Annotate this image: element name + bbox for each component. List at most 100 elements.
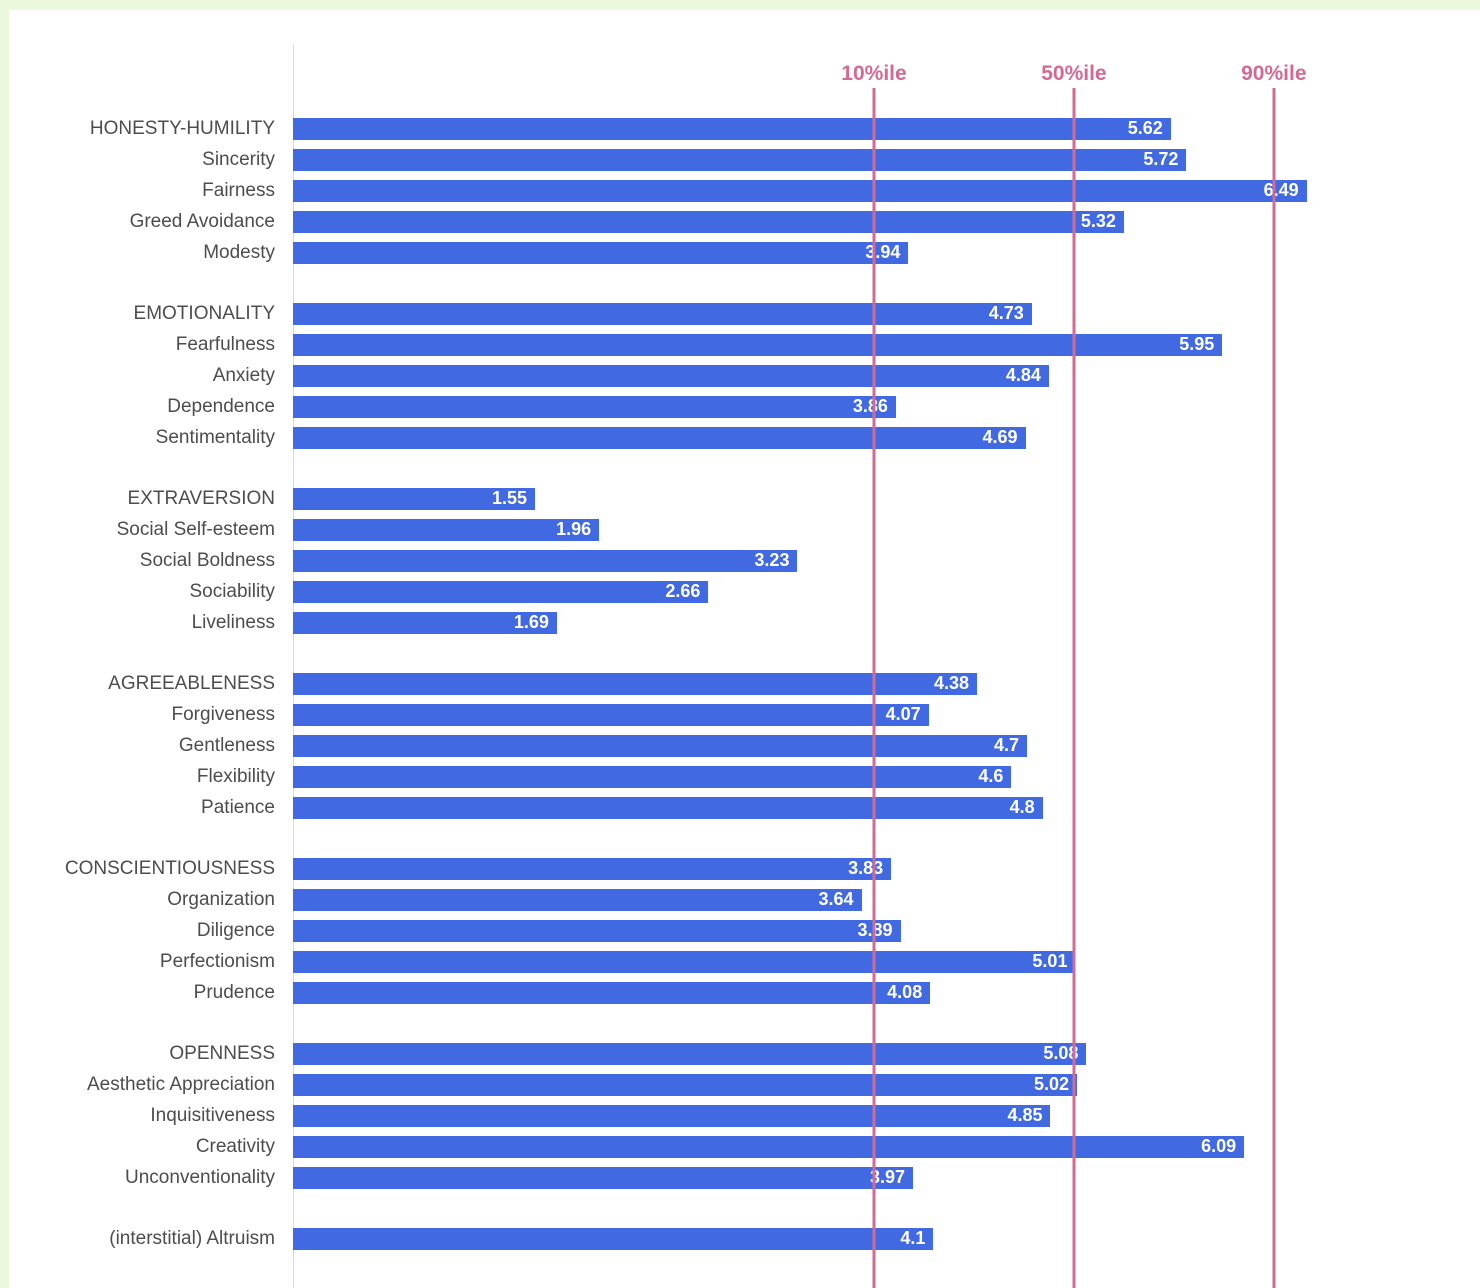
value-bar: 4.7 <box>293 734 1028 757</box>
chart-row: Dependence 3.86 <box>0 391 1480 422</box>
facet-label: CONSCIENTIOUSNESS <box>64 857 275 879</box>
bar-value-label: 3.23 <box>754 550 790 570</box>
bar-area: 3.64 <box>293 888 1480 911</box>
trait-label: Flexibility <box>196 765 275 787</box>
trait-group: EXTRAVERSION 1.55 Social Self-esteem 1.96 So… <box>0 483 1480 638</box>
facet-label: OPENNESS <box>169 1042 275 1064</box>
bar-value-label: 4.6 <box>978 766 1004 786</box>
trait-label: Inquisitiveness <box>150 1104 275 1126</box>
bar-area: 3.23 <box>293 549 1480 572</box>
bar-value-label: 6.49 <box>1263 180 1299 200</box>
bar-area: 6.09 <box>293 1135 1480 1158</box>
bar-value-label: 3.86 <box>852 396 888 416</box>
bar-value-label: 4.84 <box>1005 365 1041 385</box>
bar-area: 5.32 <box>293 210 1480 233</box>
value-bar: 4.8 <box>293 796 1043 819</box>
bar-value-label: 3.83 <box>848 858 884 878</box>
trait-group: EMOTIONALITY 4.73 Fearfulness 5.95 Anxiety 4.… <box>0 298 1480 453</box>
value-bar: 5.72 <box>293 148 1187 171</box>
value-bar: 1.55 <box>293 487 536 510</box>
trait-group: HONESTY-HUMILITY 5.62 Sincerity 5.72 Fairnes… <box>0 113 1480 268</box>
percentile-label: 10%ile <box>841 62 907 85</box>
trait-label: Sincerity <box>202 148 275 170</box>
value-bar: 4.07 <box>293 703 929 726</box>
value-bar: 5.62 <box>293 117 1171 140</box>
trait-label: Fearfulness <box>175 333 275 355</box>
bar-area: 4.73 <box>293 302 1480 325</box>
bar-area: 6.49 <box>293 179 1480 202</box>
bar-area: 4.6 <box>293 765 1480 788</box>
bar-value-label: 5.02 <box>1033 1074 1070 1094</box>
bar-area: 1.96 <box>293 518 1480 541</box>
chart-row: HONESTY-HUMILITY 5.62 <box>0 113 1480 144</box>
bar-value-label: 5.62 <box>1127 118 1163 138</box>
chart-row: Sociability 2.66 <box>0 576 1480 607</box>
value-bar: 5.01 <box>293 950 1076 973</box>
value-bar: 4.6 <box>293 765 1012 788</box>
bar-value-label: 5.32 <box>1080 211 1116 231</box>
bar-value-label: 3.64 <box>818 889 854 909</box>
chart-row: OPENNESS 5.08 <box>0 1038 1480 1069</box>
y-axis-line <box>293 45 294 1288</box>
bar-area: 4.1 <box>293 1227 1480 1250</box>
value-bar: 5.95 <box>293 333 1223 356</box>
chart-row: Aesthetic Appreciation 5.02 <box>0 1069 1480 1100</box>
bar-area: 5.95 <box>293 333 1480 356</box>
bar-value-label: 4.73 <box>988 303 1024 323</box>
value-bar: 1.69 <box>293 611 557 634</box>
bar-area: 4.85 <box>293 1104 1480 1127</box>
bar-value-label: 1.69 <box>513 612 549 632</box>
value-bar: 4.85 <box>293 1104 1051 1127</box>
percentile-label: 90%ile <box>1241 62 1307 85</box>
bar-value-label: 1.55 <box>492 488 528 508</box>
value-bar: 1.96 <box>293 518 600 541</box>
bar-value-label: 3.89 <box>857 920 893 940</box>
value-bar: 4.73 <box>293 302 1032 325</box>
bar-area: 1.55 <box>293 487 1480 510</box>
chart-rows: HONESTY-HUMILITY 5.62 Sincerity 5.72 Fairnes… <box>0 113 1480 1284</box>
chart-row: Flexibility 4.6 <box>0 761 1480 792</box>
chart-row: Anxiety 4.84 <box>0 360 1480 391</box>
chart-row: Sincerity 5.72 <box>0 144 1480 175</box>
bar-area: 1.69 <box>293 611 1480 634</box>
facet-label: EMOTIONALITY <box>133 302 275 324</box>
bar-value-label: 4.8 <box>1009 797 1035 817</box>
chart-row: Diligence 3.89 <box>0 915 1480 946</box>
value-bar: 6.09 <box>293 1135 1245 1158</box>
chart-row: Organization 3.64 <box>0 884 1480 915</box>
value-bar: 6.49 <box>293 179 1307 202</box>
trait-label: Unconventionality <box>125 1166 275 1188</box>
chart-row: AGREEABLENESS 4.38 <box>0 668 1480 699</box>
chart-row: Sentimentality 4.69 <box>0 422 1480 453</box>
trait-label: Social Boldness <box>139 549 275 571</box>
trait-label: Forgiveness <box>171 703 276 725</box>
chart-row: EXTRAVERSION 1.55 <box>0 483 1480 514</box>
bar-area: 3.94 <box>293 241 1480 264</box>
bar-area: 5.01 <box>293 950 1480 973</box>
bar-value-label: 4.85 <box>1007 1105 1043 1125</box>
value-bar: 4.38 <box>293 672 978 695</box>
chart-row: Liveliness 1.69 <box>0 607 1480 638</box>
chart-row: Social Self-esteem 1.96 <box>0 514 1480 545</box>
chart-row: Fearfulness 5.95 <box>0 329 1480 360</box>
value-bar: 3.83 <box>293 857 892 880</box>
trait-label: Prudence <box>193 981 275 1003</box>
value-bar: 3.94 <box>293 241 909 264</box>
trait-label: Patience <box>201 796 275 818</box>
bar-area: 5.02 <box>293 1073 1480 1096</box>
bar-value-label: 4.7 <box>994 735 1020 755</box>
trait-label: Organization <box>167 888 275 910</box>
trait-label: Gentleness <box>178 734 275 756</box>
bar-value-label: 1.96 <box>556 519 592 539</box>
trait-group: AGREEABLENESS 4.38 Forgiveness 4.07 Gentlene… <box>0 668 1480 823</box>
page-left-border <box>0 0 9 1288</box>
bar-value-label: 4.38 <box>934 673 970 693</box>
facet-label: EXTRAVERSION <box>127 487 275 509</box>
bar-area: 3.97 <box>293 1166 1480 1189</box>
trait-group: CONSCIENTIOUSNESS 3.83 Organization 3.64 Dil… <box>0 853 1480 1008</box>
value-bar: 3.64 <box>293 888 862 911</box>
chart-row: Gentleness 4.7 <box>0 730 1480 761</box>
value-bar: 4.1 <box>293 1227 934 1250</box>
chart-row: Greed Avoidance 5.32 <box>0 206 1480 237</box>
